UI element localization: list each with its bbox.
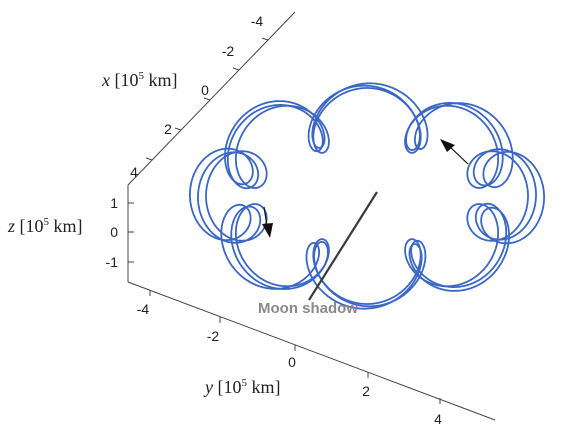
x-axis-label-var: x	[101, 70, 110, 90]
z-axis-label-unit-post: km]	[49, 216, 83, 236]
x-axis-label-unit-pre: [10	[110, 70, 139, 90]
moon-shadow-label: Moon shadow	[258, 300, 358, 317]
y-axis-label-exp: 5	[242, 377, 248, 389]
y-tick-label: 2	[362, 383, 370, 399]
x-tick-mark	[261, 37, 269, 41]
y-axis-line	[127, 281, 496, 421]
x-tick-label: 0	[201, 82, 209, 98]
z-axis-label-exp: 5	[44, 216, 50, 228]
z-axis-label-unit-pre: [10	[15, 216, 44, 236]
trajectory-path	[189, 82, 545, 310]
z-ticks: 1 0 -1	[106, 195, 134, 270]
direction-arrow-upper-right-shaft	[448, 145, 469, 165]
y-tick-label: 0	[288, 354, 296, 370]
trajectory-series	[189, 82, 545, 310]
x-axis-label-unit-post: km]	[144, 70, 178, 90]
y-tick-label: 4	[434, 411, 442, 427]
y-tick-label: -2	[207, 328, 220, 344]
trajectory-path	[197, 84, 537, 308]
x-tick-mark	[174, 127, 182, 131]
x-axis-line	[127, 11, 296, 186]
direction-arrow-left-head	[262, 223, 273, 238]
y-axis-label: y [105 km]	[203, 377, 281, 397]
z-tick-label: 0	[110, 224, 118, 240]
y-ticks: -4 -2 0 2 4	[137, 290, 442, 427]
x-tick-mark	[232, 67, 240, 71]
y-tick-label: -4	[137, 301, 150, 317]
direction-arrow-left-shaft	[263, 206, 268, 227]
x-tick-label: -4	[251, 13, 264, 29]
x-tick-label: -2	[222, 43, 235, 59]
x-axis-label-exp: 5	[139, 70, 145, 82]
z-axis-label-var: z	[7, 216, 15, 236]
z-axis-label: z [105 km]	[7, 216, 83, 236]
moon-shadow-line	[308, 191, 378, 301]
z-tick-label: 1	[110, 195, 118, 211]
direction-arrow-upper-right	[440, 139, 469, 165]
y-axis-label-unit-post: km]	[247, 377, 281, 397]
x-ticks: -4 -2 0 2 4	[130, 13, 269, 180]
x-tick-mark	[145, 157, 153, 161]
y-axis-label-unit-pre: [10	[213, 377, 242, 397]
direction-arrow-left	[262, 206, 273, 238]
x-tick-mark	[203, 97, 211, 101]
z-tick-label: -1	[106, 254, 119, 270]
x-axis-label: x [105 km]	[101, 70, 178, 90]
trajectory-path	[205, 87, 529, 305]
x-tick-label: 2	[164, 121, 172, 137]
y-axis-label-var: y	[203, 377, 213, 397]
direction-arrow-upper-right-head	[440, 139, 455, 152]
x-tick-label: 4	[130, 164, 138, 180]
